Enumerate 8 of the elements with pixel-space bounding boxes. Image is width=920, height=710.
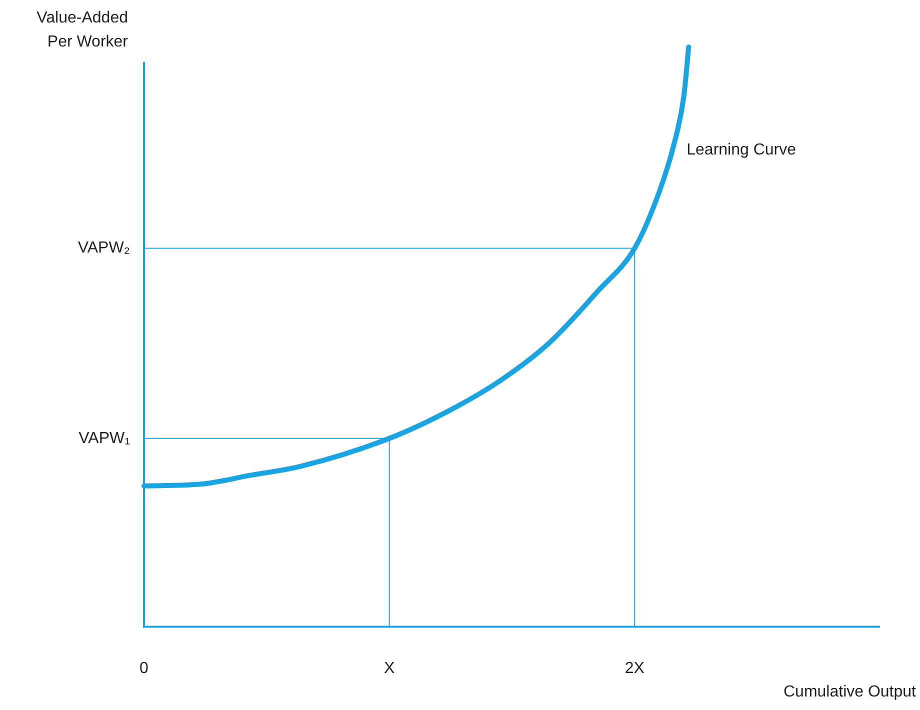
x-tick-label: 0 — [140, 660, 149, 677]
x-tick-label: X — [384, 660, 395, 677]
annotation: Learning Curve — [686, 141, 796, 158]
y-axis-title: Value-Added Per Worker — [36, 9, 129, 50]
x-tick-label: 2X — [624, 660, 645, 677]
ref-line-label: VAPW₂ — [78, 240, 130, 257]
x-axis-title: Cumulative Output — [783, 683, 917, 700]
ref-line-label: VAPW₁ — [78, 430, 130, 447]
